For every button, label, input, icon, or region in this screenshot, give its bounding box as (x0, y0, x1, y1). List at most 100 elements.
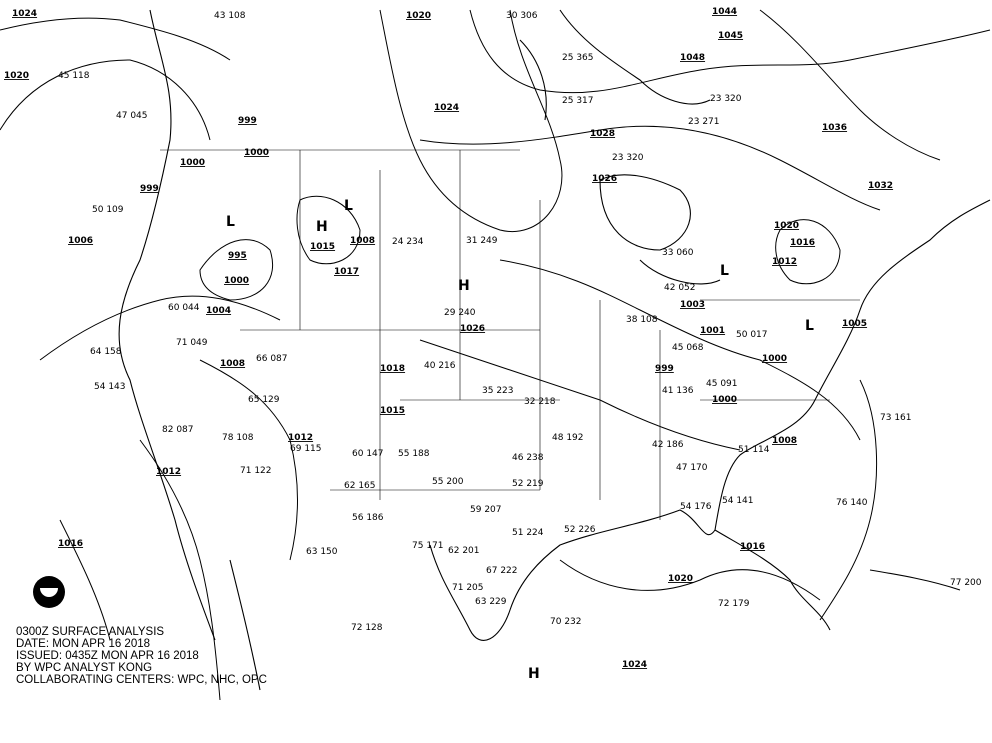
pressure-label: 1045 (718, 31, 743, 41)
pressure-label: 1016 (740, 542, 765, 552)
station-plot: 47 045 (116, 111, 148, 121)
station-plot: 52 226 (564, 525, 596, 535)
pressure-label: 1016 (58, 539, 83, 549)
pressure-label: 1024 (622, 660, 647, 670)
station-plot: 41 136 (662, 386, 694, 396)
station-plot: 69 115 (290, 444, 322, 454)
station-plot: 78 108 (222, 433, 254, 443)
station-plot: 25 365 (562, 53, 594, 63)
pressure-label: 1044 (712, 7, 737, 17)
pressure-label: 1028 (590, 129, 615, 139)
analysis-title: 0300Z SURFACE ANALYSIS (16, 626, 165, 638)
station-plot: 56 186 (352, 513, 384, 523)
station-plot: 64 158 (90, 347, 122, 357)
station-plot: 25 317 (562, 96, 594, 106)
station-plot: 31 249 (466, 236, 498, 246)
station-plot: 72 179 (718, 599, 750, 609)
pressure-label: 1020 (774, 221, 799, 231)
station-plot: 77 200 (950, 578, 982, 588)
station-plot: 54 176 (680, 502, 712, 512)
station-plot: 67 222 (486, 566, 518, 576)
pressure-label: 1008 (220, 359, 245, 369)
station-plot: 45 068 (672, 343, 704, 353)
station-plot: 51 224 (512, 528, 544, 538)
pressure-label: 1004 (206, 306, 231, 316)
pressure-label: 1018 (380, 364, 405, 374)
pressure-label: 1032 (868, 181, 893, 191)
station-plot: 23 320 (710, 94, 742, 104)
station-plot: 50 109 (92, 205, 124, 215)
station-plot: 55 188 (398, 449, 430, 459)
station-plot: 76 140 (836, 498, 868, 508)
station-plot: 33 060 (662, 248, 694, 258)
station-plot: 29 240 (444, 308, 476, 318)
pressure-label: 1006 (68, 236, 93, 246)
station-plot: 71 122 (240, 466, 272, 476)
station-plot: 71 205 (452, 583, 484, 593)
station-plot: 54 143 (94, 382, 126, 392)
pressure-label: 1026 (592, 174, 617, 184)
pressure-label: 1026 (460, 324, 485, 334)
pressure-label: 1001 (700, 326, 725, 336)
station-plot: 65 129 (248, 395, 280, 405)
station-plot: 60 147 (352, 449, 384, 459)
station-plot: 72 128 (351, 623, 383, 633)
pressure-label: 1000 (224, 276, 249, 286)
pressure-label: 999 (238, 116, 257, 126)
station-plot: 71 049 (176, 338, 208, 348)
station-plot: 70 232 (550, 617, 582, 627)
pressure-label: 1000 (180, 158, 205, 168)
pressure-center: L (344, 198, 353, 214)
pressure-center: L (226, 214, 235, 230)
station-plot: 62 201 (448, 546, 480, 556)
station-plot: 59 207 (470, 505, 502, 515)
station-plot: 23 271 (688, 117, 720, 127)
station-plot: 55 200 (432, 477, 464, 487)
pressure-label: 1003 (680, 300, 705, 310)
analysis-issued: ISSUED: 0435Z MON APR 16 2018 (16, 650, 199, 662)
pressure-center: L (720, 263, 729, 279)
pressure-label: 1000 (762, 354, 787, 364)
pressure-center: H (316, 219, 328, 235)
station-plot: 30 306 (506, 11, 538, 21)
coastlines (118, 9, 991, 691)
pressure-label: 1024 (434, 103, 459, 113)
pressure-label: 1015 (310, 242, 335, 252)
collaborating-centers: COLLABORATING CENTERS: WPC, NHC, OPC (16, 674, 267, 686)
station-plot: 24 234 (392, 237, 424, 247)
pressure-label: 1008 (772, 436, 797, 446)
pressure-label: 1015 (380, 406, 405, 416)
pressure-label: 999 (140, 184, 159, 194)
isobars (0, 9, 991, 701)
station-plot: 51 114 (738, 445, 770, 455)
station-plot: 62 165 (344, 481, 376, 491)
station-plot: 42 186 (652, 440, 684, 450)
pressure-label: 1024 (12, 9, 37, 19)
station-plot: 32 218 (524, 397, 556, 407)
analyst: BY WPC ANALYST KONG (16, 662, 153, 674)
analysis-date: DATE: MON APR 16 2018 (16, 638, 151, 650)
station-plot: 23 320 (612, 153, 644, 163)
station-plot: 63 229 (475, 597, 507, 607)
pressure-center: H (528, 666, 540, 682)
pressure-label: 1012 (288, 433, 313, 443)
pressure-label: 1020 (406, 11, 431, 21)
pressure-center: H (458, 278, 470, 294)
station-plot: 75 171 (412, 541, 444, 551)
pressure-label: 1017 (334, 267, 359, 277)
station-plot: 40 216 (424, 361, 456, 371)
pressure-center: L (805, 318, 814, 334)
pressure-label: 1016 (790, 238, 815, 248)
pressure-label: 1048 (680, 53, 705, 63)
pressure-label: 1008 (350, 236, 375, 246)
pressure-label: 1036 (822, 123, 847, 133)
station-plot: 60 044 (168, 303, 200, 313)
map-caption: 0300Z SURFACE ANALYSIS DATE: MON APR 16 … (16, 626, 267, 686)
pressure-label: 1012 (156, 467, 181, 477)
station-plot: 54 141 (722, 496, 754, 506)
station-plot: 45 118 (58, 71, 90, 81)
station-plot: 50 017 (736, 330, 768, 340)
station-plot: 73 161 (880, 413, 912, 423)
